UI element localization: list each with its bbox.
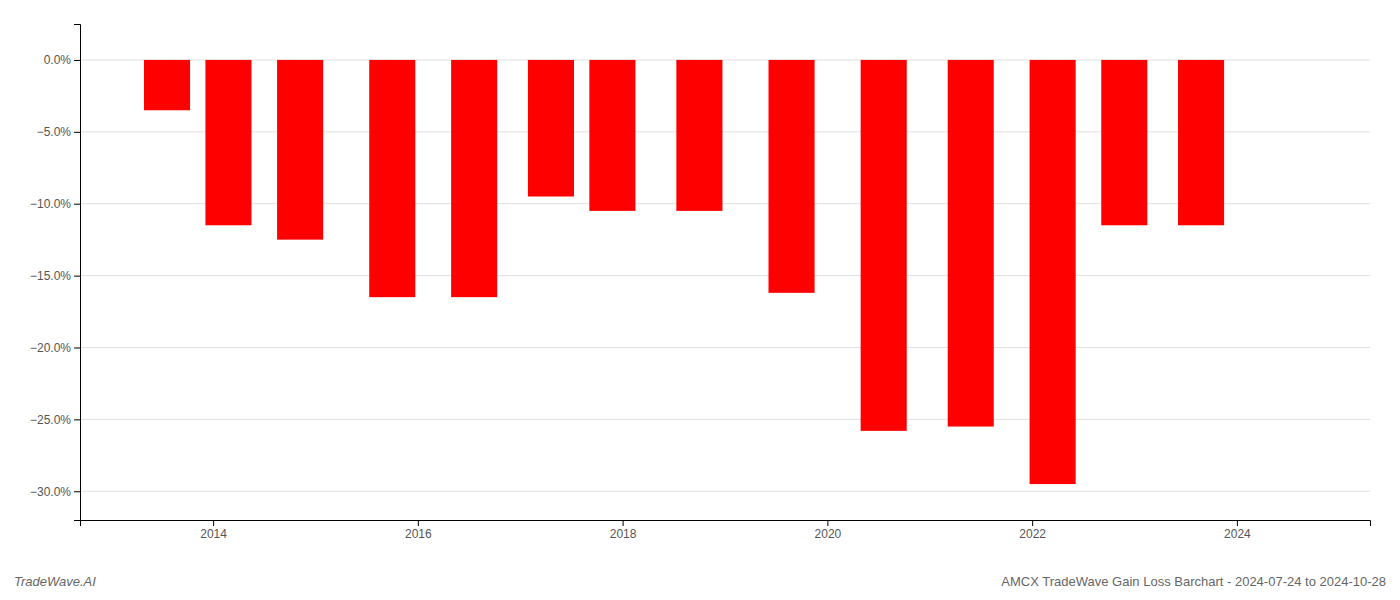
grid-line [80,275,1370,276]
y-tick: 0.0% [44,53,80,67]
y-tick-label: −5.0% [37,125,72,139]
y-tick: −25.0% [30,413,80,427]
bar [528,60,574,197]
grid [80,60,1370,491]
title: AMCX TradeWave Gain Loss Barchart - 2024… [1001,574,1386,589]
plot-area: 0.0% −5.0% −10.0% −15.0% −20.0% −25.0% −30.0% 2… [30,25,1371,541]
grid-line [80,491,1370,492]
x-tick-label: 2020 [815,527,842,541]
grid-line [80,419,1370,420]
x-tick: 2022 [1019,520,1046,541]
chart: 0.0% −5.0% −10.0% −15.0% −20.0% −25.0% −30.0% 2… [0,0,1400,600]
y-tick-mark [74,419,80,420]
x-axis: 2014 2016 2018 2020 2022 2024 [81,520,1371,541]
y-axis: 0.0% −5.0% −10.0% −15.0% −20.0% −25.0% −30.0% [30,25,81,521]
watermark: TradeWave.AI [14,574,96,589]
y-tick-label: −10.0% [30,197,71,211]
x-tick-label: 2024 [1224,527,1251,541]
y-tick-label: −30.0% [30,485,71,499]
y-tick: −30.0% [30,485,80,499]
y-tick-mark [74,491,80,492]
x-tick-mark [213,520,214,526]
y-tick-label: −20.0% [30,341,71,355]
x-tick: 2016 [405,520,432,541]
bar [676,60,722,211]
grid-line [80,59,1370,60]
x-tick-mark [827,520,828,526]
bar [205,60,251,225]
bar [144,60,190,110]
x-tick-label: 2022 [1019,527,1046,541]
bar [769,60,815,293]
y-tick-mark [74,276,80,277]
x-tick-mark [1237,520,1238,526]
x-tick-label: 2018 [610,527,637,541]
y-tick-label: −25.0% [30,413,71,427]
bar [369,60,415,297]
y-tick: −5.0% [37,125,80,139]
grid-line [80,347,1370,348]
x-tick: 2018 [610,520,637,541]
bar [589,60,635,211]
x-tick-label: 2014 [200,527,227,541]
x-tick: 2020 [815,520,842,541]
x-tick-mark [418,520,419,526]
bar [861,60,907,431]
x-tick: 2014 [200,520,227,541]
x-tick-label: 2016 [405,527,432,541]
x-tick: 2024 [1224,520,1251,541]
grid-line [80,131,1370,132]
grid-line [80,203,1370,204]
y-axis-line [74,25,81,521]
bar [1101,60,1147,225]
y-tick-mark [74,132,80,133]
y-tick-label: −15.0% [30,269,71,283]
bar [451,60,497,297]
x-axis-line [81,521,1371,527]
bar [948,60,994,427]
y-tick: −15.0% [30,269,80,283]
y-tick: −10.0% [30,197,80,211]
y-tick-mark [74,204,80,205]
y-tick: −20.0% [30,341,80,355]
bars [144,60,1224,484]
y-tick-mark [74,60,80,61]
x-tick-mark [623,520,624,526]
bar [277,60,323,240]
x-tick-mark [1032,520,1033,526]
bar [1030,60,1076,484]
y-tick-mark [74,347,80,348]
y-tick-label: 0.0% [44,53,72,67]
bar [1178,60,1224,225]
